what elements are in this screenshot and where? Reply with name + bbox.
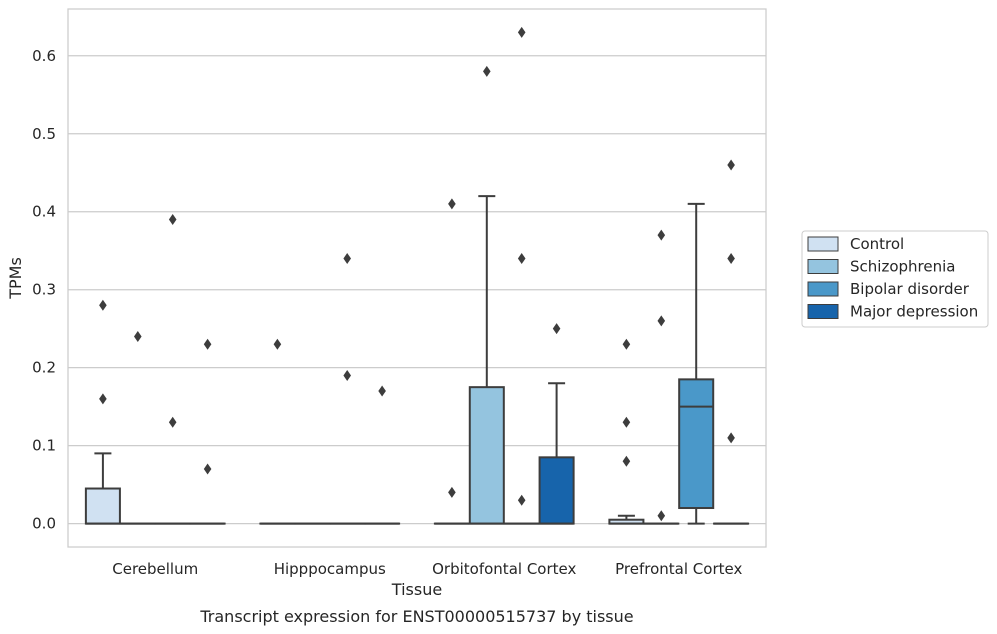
outlier-point [622, 416, 631, 428]
gridlines [68, 55, 766, 525]
outlier-point [134, 330, 142, 342]
outlier-point [343, 253, 351, 265]
outlier-point [727, 253, 735, 265]
x-tick-label: Prefrontal Cortex [615, 560, 742, 578]
box-2-0 [433, 198, 470, 525]
outlier-point [168, 416, 177, 428]
y-tick-label: 0.2 [32, 359, 56, 377]
outlier-point [727, 159, 735, 171]
y-tick-label: 0.3 [32, 281, 56, 299]
outlier-point [448, 486, 456, 498]
y-tick-label: 0.6 [32, 47, 56, 65]
outlier-point [552, 323, 561, 335]
legend-label: Schizophrenia [850, 258, 955, 276]
box-1-3 [364, 385, 401, 525]
outlier-point [343, 369, 351, 381]
y-tick-label: 0.4 [32, 203, 56, 221]
box-2-3 [538, 323, 575, 525]
legend-label: Control [850, 235, 904, 253]
outlier-point [483, 65, 491, 77]
y-tick-label: 0.5 [32, 125, 56, 143]
box-3-1 [643, 229, 680, 525]
outlier-point [168, 214, 177, 226]
legend: Control Schizophrenia Bipolar disorder Majo… [801, 230, 989, 328]
box-0-0 [84, 299, 121, 525]
outlier-point [448, 198, 456, 210]
outlier-point [203, 338, 212, 350]
outlier-point [727, 432, 735, 444]
legend-label: Major depression [850, 303, 978, 321]
box-1-0 [259, 338, 296, 525]
x-tick-label: Orbitofontal Cortex [432, 560, 576, 578]
outlier-point [657, 510, 666, 522]
outlier-point [203, 463, 212, 475]
box-body [538, 456, 575, 525]
plot-area [68, 9, 766, 547]
outlier-point [517, 494, 526, 506]
box-0-3 [189, 338, 226, 525]
legend-swatch [807, 304, 839, 319]
outlier-point [99, 299, 107, 311]
box-3-3 [713, 159, 750, 525]
outlier-point [622, 338, 631, 350]
box-3-2 [678, 202, 715, 525]
legend-label: Bipolar disorder [850, 280, 970, 298]
box-groups [84, 26, 750, 525]
x-axis-title: Tissue [391, 580, 442, 599]
chart-caption: Transcript expression for ENST0000051573… [199, 607, 633, 626]
box-body [84, 487, 121, 525]
outlier-point [517, 253, 526, 265]
box-body [678, 378, 715, 510]
y-tick-labels: 0.0 0.1 0.2 0.3 0.4 0.5 0.6 [32, 47, 56, 533]
y-tick-label: 0.0 [32, 515, 56, 533]
outlier-point [657, 315, 666, 327]
x-tick-label: Cerebellum [112, 560, 198, 578]
outlier-point [517, 26, 526, 38]
legend-swatch [807, 236, 839, 252]
x-tick-label: Hipppocampus [274, 560, 386, 578]
box-body [468, 386, 505, 525]
legend-frame [801, 230, 989, 328]
box-3-0 [608, 338, 645, 525]
y-axis-title: TPMs [6, 257, 25, 300]
y-tick-label: 0.1 [32, 437, 56, 455]
box-2-1 [468, 65, 505, 525]
outlier-point [378, 385, 386, 397]
outlier-point [273, 338, 282, 350]
plot-frame [67, 8, 767, 548]
box-1-2 [329, 253, 366, 525]
x-tick-labels: Cerebellum Hipppocampus Orbitofontal Corte… [112, 560, 742, 578]
outlier-point [657, 229, 666, 241]
legend-swatch [807, 281, 839, 297]
outlier-point [622, 455, 631, 467]
legend-swatch [807, 259, 839, 274]
outlier-point [99, 393, 107, 405]
